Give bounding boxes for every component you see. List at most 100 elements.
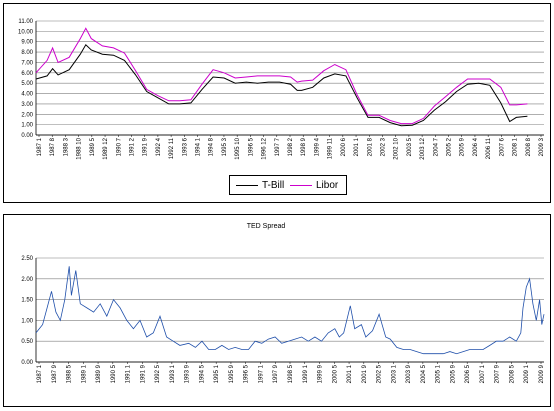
legend-item-tbill: T-Bill — [236, 180, 284, 191]
x-tick-label: 1991 9 — [143, 137, 149, 156]
x-tick-label: 1997 1 — [258, 364, 264, 383]
series-line-t-bill — [35, 44, 528, 127]
x-tick-label: 1995 1 — [214, 364, 220, 383]
x-tick-label: 1999 9 — [318, 364, 324, 383]
x-tick-label: 1989 9 — [96, 364, 102, 383]
x-tick-label: 1998 2 — [288, 137, 294, 156]
x-tick-label: 2003 5 — [407, 137, 413, 156]
y-tick-label: 0.00 — [21, 360, 33, 366]
ted-plot-svg: TED Spread 0.00 0.50 1.00 1.50 2.00 2.50 1987 … — [21, 223, 545, 383]
x-tick-label: 1988 3 — [63, 137, 69, 156]
x-tick-label: 1997 7 — [275, 137, 281, 156]
rates-legend: T-Bill Libor — [229, 175, 347, 195]
y-tick-label: 0.50 — [21, 339, 33, 345]
x-tick-label: 2007 1 — [480, 364, 486, 383]
y-tick-label: 2.50 — [21, 256, 33, 262]
x-tick-label: 2008 1 — [513, 137, 519, 156]
x-tick-label: 2005 1 — [436, 364, 442, 383]
x-tick-label: 2001 9 — [362, 364, 368, 383]
legend-label-libor: Libor — [316, 180, 339, 191]
x-tick-label: 1992 11 — [169, 137, 175, 159]
y-tick-label: 0.00 — [21, 133, 33, 139]
x-tick-label: 1996 12 — [262, 137, 268, 159]
x-tick-label: 1997 9 — [273, 364, 279, 383]
x-tick-label: 1992 5 — [155, 364, 161, 383]
x-tick-label: 1987 8 — [50, 137, 56, 156]
x-tick-label: 2005 9 — [460, 137, 466, 156]
x-tick-label: 2002 3 — [380, 137, 386, 156]
y-tick-label: 2.00 — [21, 277, 33, 283]
x-tick-label: 2009 1 — [524, 364, 530, 383]
series-line-libor — [35, 27, 528, 125]
x-tick-label: 2001 1 — [347, 364, 353, 383]
x-tick-label: 1991 9 — [140, 364, 146, 383]
x-tick-label: 1995 10 — [235, 137, 241, 159]
x-tick-label: 2006 5 — [465, 364, 471, 383]
x-tick-label: 1993 1 — [170, 364, 176, 383]
x-tick-label: 2004 5 — [421, 364, 427, 383]
x-tick-label: 2002 5 — [377, 364, 383, 383]
tbill-swatch — [236, 185, 258, 186]
x-tick-label: 1989 12 — [103, 137, 109, 159]
x-tick-label: 1987 9 — [52, 364, 58, 383]
x-tick-label: 2008 5 — [509, 364, 515, 383]
x-tick-label: 1998 5 — [288, 364, 294, 383]
x-tick-label: 1994 5 — [199, 364, 205, 383]
x-tick-label: 2005 9 — [450, 364, 456, 383]
legend-item-libor: Libor — [290, 180, 338, 191]
x-tick-label: 2003 9 — [406, 364, 412, 383]
x-tick-label: 1993 6 — [182, 137, 188, 156]
interest-rates-chart: 0.00 1.00 2.00 3.00 4.00 5.00 6.00 7.00 8.00 9.00… — [3, 3, 551, 203]
x-tick-label: 1994 1 — [196, 137, 202, 156]
ted-spread-chart: TED Spread 0.00 0.50 1.00 1.50 2.00 2.50 1987 … — [3, 214, 551, 407]
x-tick-label: 1990 5 — [111, 364, 117, 383]
x-tick-label: 2006 4 — [473, 137, 479, 156]
x-tick-label: 1988 5 — [67, 364, 73, 383]
y-tick-label: 1.00 — [21, 123, 33, 129]
x-tick-label: 2003 1 — [391, 364, 397, 383]
y-tick-label: 10.00 — [18, 29, 34, 35]
y-tick-label: 5.00 — [21, 81, 33, 87]
x-tick-label: 1991 2 — [129, 137, 135, 156]
y-tick-label: 7.00 — [21, 60, 33, 66]
y-tick-label: 4.00 — [21, 92, 33, 98]
x-tick-label: 1990 7 — [116, 137, 122, 156]
x-tick-label: 2000 6 — [341, 137, 347, 156]
x-tick-label: 2008 8 — [526, 137, 532, 156]
x-tick-label: 2009 9 — [539, 364, 545, 383]
x-tick-label: 2006 11 — [486, 137, 492, 159]
x-tick-label: 2005 2 — [447, 137, 453, 156]
x-tick-label: 2007 9 — [495, 364, 501, 383]
y-tick-label: 3.00 — [21, 102, 33, 108]
ted-chart-title: TED Spread — [247, 223, 286, 230]
x-tick-label: 1992 4 — [156, 137, 162, 156]
x-tick-label: 1999 4 — [314, 137, 320, 156]
x-tick-label: 1996 5 — [244, 364, 250, 383]
x-tick-label: 1991 1 — [126, 364, 132, 383]
y-tick-label: 8.00 — [21, 50, 33, 56]
x-tick-label: 1999 11 — [328, 137, 334, 159]
x-tick-label: 2001 1 — [354, 137, 360, 156]
x-tick-label: 1995 3 — [222, 137, 228, 156]
x-tick-label: 1993 9 — [185, 364, 191, 383]
x-tick-label: 1994 8 — [209, 137, 215, 156]
x-tick-label: 2007 6 — [499, 137, 505, 156]
y-tick-label: 1.50 — [21, 298, 33, 304]
x-tick-label: 1987 1 — [37, 364, 43, 383]
x-tick-label: 1995 9 — [229, 364, 235, 383]
x-tick-label: 2003 12 — [420, 137, 426, 159]
libor-swatch — [290, 185, 312, 186]
x-tick-label: 2001 8 — [367, 137, 373, 156]
y-tick-label: 2.00 — [21, 112, 33, 118]
legend-label-tbill: T-Bill — [262, 180, 285, 191]
x-tick-label: 1988 10 — [77, 137, 83, 159]
rates-plot-svg: 0.00 1.00 2.00 3.00 4.00 5.00 6.00 7.00 8.00 9.00… — [18, 19, 545, 160]
y-tick-label: 6.00 — [21, 71, 33, 77]
x-tick-label: 1998 9 — [301, 137, 307, 156]
x-tick-label: 1987 1 — [37, 137, 43, 156]
x-tick-label: 1999 1 — [303, 364, 309, 383]
x-tick-label: 2009 3 — [539, 137, 545, 156]
x-tick-label: 1996 5 — [248, 137, 254, 156]
series-line-ted-spread — [35, 266, 545, 355]
x-tick-label: 1989 5 — [90, 137, 96, 156]
